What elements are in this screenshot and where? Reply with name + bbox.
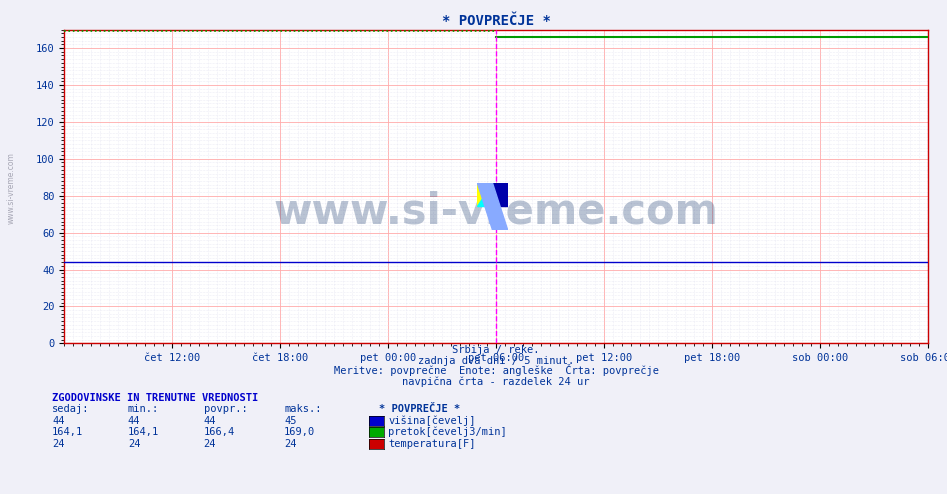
Title: * POVPREČJE *: * POVPREČJE * <box>442 14 550 29</box>
Text: 24: 24 <box>284 439 296 449</box>
Text: 44: 44 <box>204 416 216 426</box>
Text: 44: 44 <box>128 416 140 426</box>
Text: 24: 24 <box>52 439 64 449</box>
Text: višina[čevelj]: višina[čevelj] <box>388 415 475 426</box>
Polygon shape <box>477 183 492 206</box>
Text: 24: 24 <box>128 439 140 449</box>
Text: 166,4: 166,4 <box>204 427 235 437</box>
Text: zadnja dva dni / 5 minut.: zadnja dva dni / 5 minut. <box>419 356 574 366</box>
Text: www.si-vreme.com: www.si-vreme.com <box>7 152 16 224</box>
Text: Srbija / reke.: Srbija / reke. <box>453 345 540 355</box>
Text: 164,1: 164,1 <box>52 427 83 437</box>
Text: 44: 44 <box>52 416 64 426</box>
Polygon shape <box>492 183 508 206</box>
Text: 164,1: 164,1 <box>128 427 159 437</box>
Polygon shape <box>477 183 508 230</box>
Text: 45: 45 <box>284 416 296 426</box>
Text: * POVPREČJE *: * POVPREČJE * <box>379 405 460 414</box>
Text: pretok[čevelj3/min]: pretok[čevelj3/min] <box>388 427 507 437</box>
Text: ZGODOVINSKE IN TRENUTNE VREDNOSTI: ZGODOVINSKE IN TRENUTNE VREDNOSTI <box>52 393 259 403</box>
Text: navpična črta - razdelek 24 ur: navpična črta - razdelek 24 ur <box>402 377 590 387</box>
Text: temperatura[F]: temperatura[F] <box>388 439 475 449</box>
Text: maks.:: maks.: <box>284 405 322 414</box>
Text: 24: 24 <box>204 439 216 449</box>
Text: povpr.:: povpr.: <box>204 405 247 414</box>
Polygon shape <box>477 183 492 206</box>
Text: www.si-vreme.com: www.si-vreme.com <box>274 191 719 233</box>
Text: Meritve: povprečne  Enote: angleške  Črta: povprečje: Meritve: povprečne Enote: angleške Črta:… <box>333 365 659 376</box>
Text: min.:: min.: <box>128 405 159 414</box>
Text: 169,0: 169,0 <box>284 427 315 437</box>
Text: sedaj:: sedaj: <box>52 405 90 414</box>
